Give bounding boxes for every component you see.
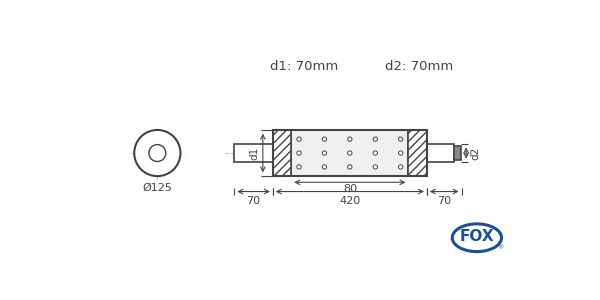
Circle shape [322, 137, 326, 141]
Circle shape [134, 130, 181, 176]
Circle shape [347, 151, 352, 155]
Text: 420: 420 [339, 196, 361, 206]
Circle shape [373, 165, 377, 169]
Bar [273, 130, 427, 176]
Circle shape [398, 151, 403, 155]
Circle shape [322, 165, 326, 169]
Circle shape [149, 145, 166, 161]
Text: d2: 70mm: d2: 70mm [385, 60, 453, 73]
Bar [273, 130, 292, 176]
Circle shape [347, 137, 352, 141]
Circle shape [297, 151, 301, 155]
Text: d2: d2 [470, 146, 480, 160]
Bar [409, 130, 427, 176]
Ellipse shape [452, 224, 502, 252]
Text: 70: 70 [247, 196, 260, 206]
Bar [292, 130, 409, 176]
Text: ®: ® [497, 246, 503, 251]
Circle shape [347, 165, 352, 169]
Circle shape [322, 151, 326, 155]
Text: FOX: FOX [460, 230, 494, 244]
Circle shape [373, 137, 377, 141]
Text: d1: d1 [250, 146, 260, 160]
Bar [454, 146, 461, 160]
Circle shape [297, 165, 301, 169]
Circle shape [297, 137, 301, 141]
Text: d1: 70mm: d1: 70mm [269, 60, 338, 73]
Circle shape [373, 151, 377, 155]
Bar [427, 144, 454, 162]
Text: Ø125: Ø125 [142, 182, 172, 192]
Circle shape [398, 165, 403, 169]
Text: 80: 80 [343, 184, 357, 194]
Bar [235, 144, 273, 162]
Text: 70: 70 [437, 196, 451, 206]
Circle shape [398, 137, 403, 141]
